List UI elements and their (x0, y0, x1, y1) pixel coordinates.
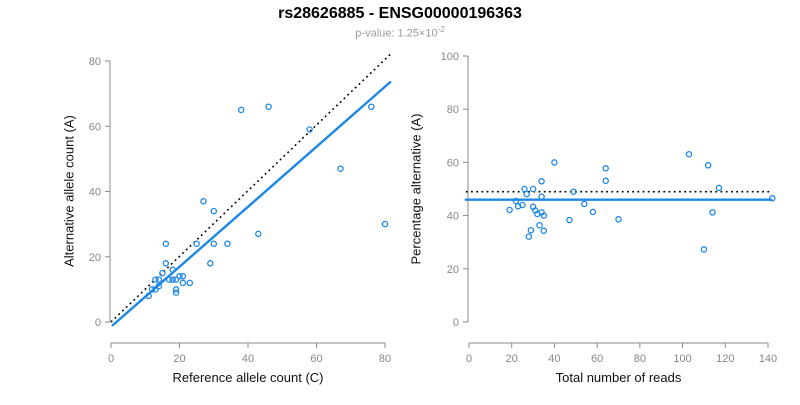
fit-line (111, 81, 392, 327)
data-point (540, 227, 548, 235)
data-point (704, 162, 712, 169)
data-point (210, 240, 218, 247)
data-point (715, 184, 723, 192)
data-point (193, 240, 200, 247)
data-point (523, 190, 530, 198)
identity-line (110, 52, 393, 323)
y-tick-label: 40 (447, 211, 459, 223)
data-point (381, 220, 389, 228)
data-point (207, 260, 214, 267)
data-point (700, 246, 708, 253)
right-yaxis-label: Percentage alternative (A) (408, 113, 424, 265)
y-tick-label: 60 (89, 121, 101, 133)
x-tick-label: 100 (673, 353, 691, 365)
data-point (265, 103, 272, 110)
data-point (529, 185, 537, 193)
data-point (709, 209, 716, 216)
data-point (200, 198, 207, 205)
data-point (540, 212, 548, 219)
data-point (536, 221, 543, 229)
y-tick-label: 40 (89, 187, 101, 199)
data-point (237, 106, 245, 114)
data-point (551, 159, 558, 166)
x-tick-label: 120 (716, 353, 734, 365)
data-point (512, 197, 520, 205)
y-tick-label: 80 (447, 104, 459, 116)
data-point (519, 201, 526, 209)
data-point (769, 195, 776, 202)
data-point (602, 165, 609, 172)
data-point (152, 276, 159, 283)
y-tick-label: 20 (447, 264, 459, 276)
data-point (179, 279, 187, 287)
x-tick-label: 60 (310, 353, 322, 365)
x-tick-label: 80 (379, 353, 391, 365)
data-point (155, 282, 163, 290)
right-xaxis-label: Total number of reads (555, 370, 682, 385)
y-tick-label: 0 (453, 317, 459, 329)
data-point (506, 206, 513, 214)
data-point (615, 216, 622, 223)
data-point (525, 233, 533, 240)
left-xaxis-label: Reference allele count (C) (172, 370, 324, 385)
y-tick-label: 0 (95, 317, 101, 329)
data-point (162, 240, 170, 247)
x-tick-label: 60 (591, 353, 603, 365)
data-point (176, 273, 183, 280)
data-point (538, 178, 545, 185)
x-tick-label: 140 (759, 353, 777, 365)
data-point (368, 103, 375, 110)
pvalue-prefix: p-value: (355, 27, 398, 40)
data-point (169, 266, 176, 274)
pvalue-mantissa: 1.25×10 (397, 27, 438, 40)
pvalue-exponent: -2 (437, 25, 445, 34)
x-tick-label: 0 (466, 353, 472, 365)
data-point (186, 279, 194, 287)
x-tick-label: 0 (108, 353, 114, 365)
data-point (145, 292, 152, 300)
data-point (337, 165, 344, 172)
data-point (152, 286, 159, 293)
data-point (169, 276, 176, 283)
data-point (159, 269, 166, 277)
data-point (148, 286, 156, 293)
data-point (179, 273, 187, 280)
data-point (521, 185, 528, 193)
data-point (306, 126, 313, 133)
data-point (155, 276, 163, 283)
data-point (566, 216, 573, 224)
x-tick-label: 80 (634, 353, 646, 365)
left-yaxis-label: Alternative allele count (A) (61, 115, 77, 267)
data-point (165, 276, 173, 283)
data-point (172, 286, 180, 293)
data-point (589, 208, 597, 216)
y-tick-label: 80 (89, 56, 101, 68)
x-tick-label: 20 (506, 353, 518, 365)
figure-subtitle: p-value: 1.25×10-2 (0, 25, 800, 40)
data-point (602, 177, 609, 185)
y-tick-label: 60 (447, 157, 459, 169)
data-point (210, 207, 218, 215)
data-point (685, 150, 693, 158)
y-tick-label: 20 (89, 252, 101, 264)
data-point (581, 200, 588, 208)
data-point (255, 230, 262, 238)
figure-title: rs28626885 - ENSG00000196363 (278, 5, 522, 22)
x-tick-label: 40 (242, 353, 254, 365)
x-tick-label: 40 (548, 353, 560, 365)
x-tick-label: 20 (173, 353, 185, 365)
data-point (570, 188, 577, 195)
data-point (224, 240, 231, 247)
data-point (162, 260, 170, 267)
data-point (172, 289, 180, 296)
y-tick-label: 100 (441, 51, 459, 63)
data-point (538, 193, 545, 200)
data-point (172, 276, 180, 283)
data-point (527, 226, 535, 234)
